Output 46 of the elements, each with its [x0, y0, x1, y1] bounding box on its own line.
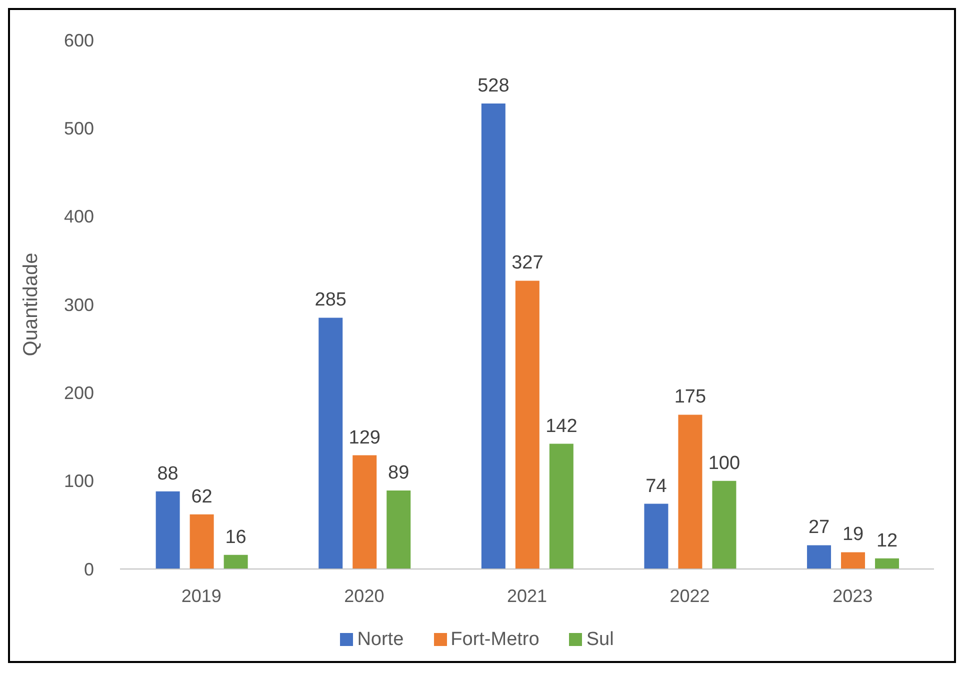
y-tick-label: 500 [64, 118, 94, 139]
data-label: 27 [808, 517, 830, 538]
data-label: 327 [512, 252, 544, 274]
data-label: 129 [348, 427, 380, 448]
data-label: 12 [876, 530, 898, 552]
bar [481, 103, 506, 569]
bar [190, 514, 214, 569]
data-label: 62 [191, 486, 212, 508]
x-tick-label: 2019 [181, 586, 222, 606]
bar [841, 552, 866, 569]
x-tick-label: 2023 [832, 586, 873, 606]
data-label: 19 [842, 524, 864, 546]
data-label: 285 [314, 290, 346, 311]
data-label: 74 [646, 476, 668, 497]
bar [644, 504, 668, 569]
y-tick-label: 400 [64, 206, 94, 227]
x-tick-label: 2021 [506, 586, 548, 606]
y-axis-title: Quantidade [20, 252, 42, 356]
y-tick-label: 100 [64, 471, 94, 492]
bar [352, 455, 377, 569]
legend-label: Sul [586, 629, 614, 650]
data-label: 89 [388, 462, 410, 484]
bar [807, 545, 832, 569]
x-tick-label: 2020 [344, 586, 384, 606]
legend-label: Norte [357, 629, 404, 650]
data-label: 88 [157, 463, 178, 484]
bar [678, 414, 702, 569]
data-label: 528 [478, 75, 510, 96]
y-tick-label: 0 [84, 559, 94, 580]
x-tick-label: 2022 [670, 586, 710, 606]
bar [515, 280, 540, 569]
bar [549, 444, 574, 569]
data-label: 100 [708, 452, 740, 474]
y-tick-label: 200 [64, 383, 94, 404]
data-label: 142 [546, 416, 578, 437]
bar [712, 480, 736, 569]
legend-label: Fort-Metro [450, 629, 540, 650]
bar [156, 491, 180, 569]
data-label: 175 [674, 386, 706, 408]
bar [224, 554, 248, 569]
y-tick-label: 600 [64, 30, 94, 50]
bar [386, 490, 411, 569]
y-tick-label: 300 [64, 294, 94, 315]
data-label: 16 [225, 526, 246, 548]
bar [875, 558, 900, 569]
bar [318, 318, 343, 569]
